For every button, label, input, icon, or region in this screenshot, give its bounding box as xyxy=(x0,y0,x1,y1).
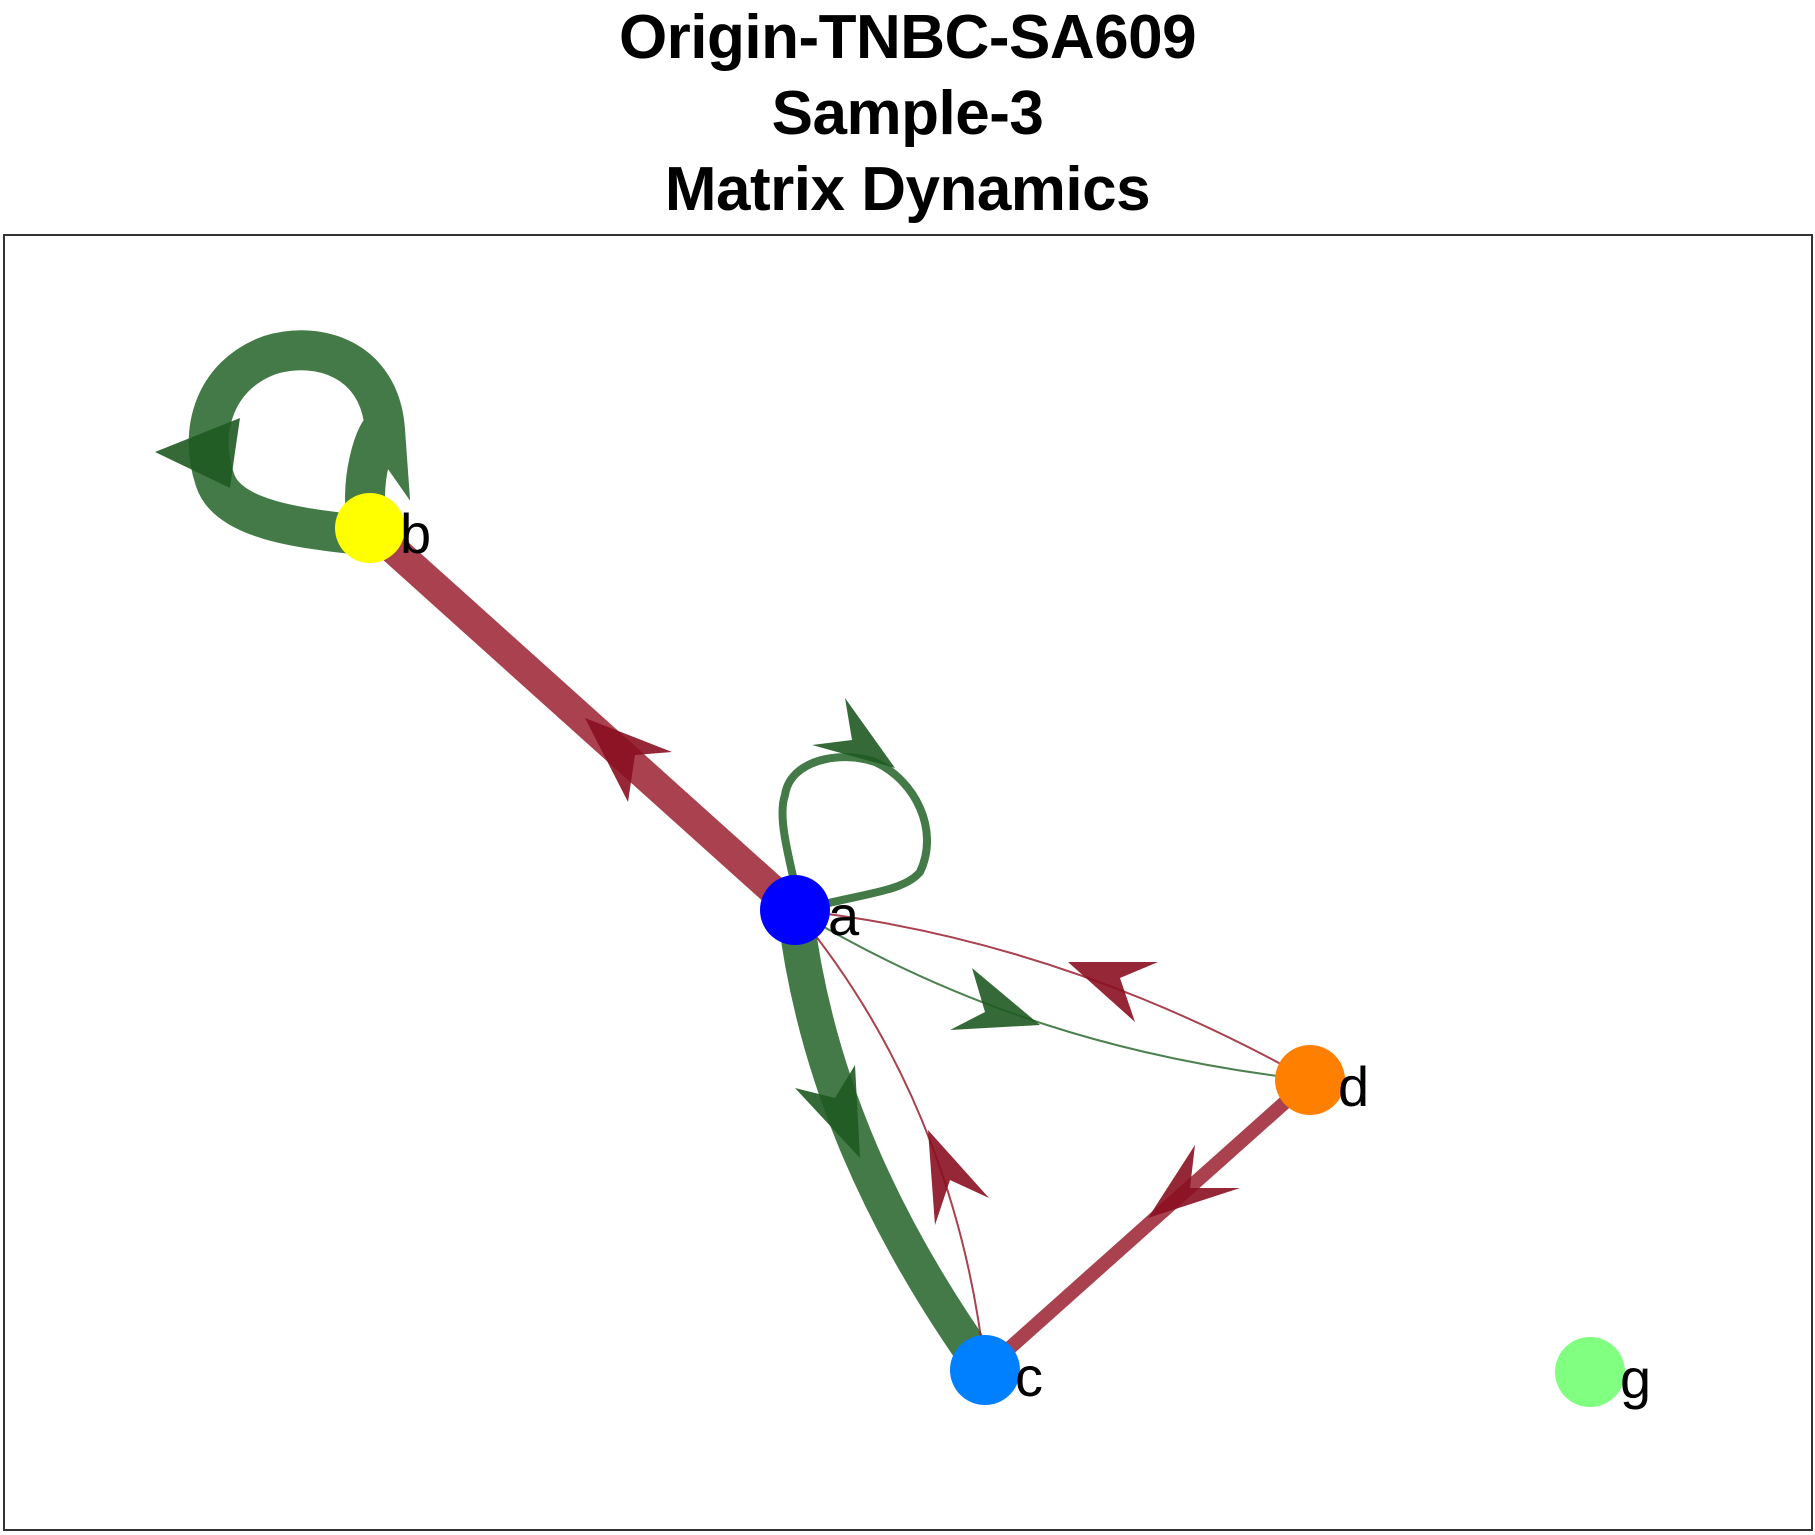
arrow-d-a xyxy=(1068,962,1158,1022)
node-g[interactable] xyxy=(1555,1337,1625,1407)
arrow-b-b xyxy=(155,418,240,488)
node-layer xyxy=(335,493,1625,1407)
label-layer: a b c d g xyxy=(400,502,1651,1410)
edge-b-b xyxy=(188,330,411,555)
node-label-d: d xyxy=(1338,1055,1369,1118)
chart-title: Origin-TNBC-SA609 Sample-3 Matrix Dynami… xyxy=(0,0,1815,228)
edge-a-b xyxy=(359,516,806,922)
edge-layer xyxy=(155,330,1315,1381)
node-label-a: a xyxy=(828,884,860,947)
title-line-1: Origin-TNBC-SA609 xyxy=(618,3,1197,72)
node-a[interactable] xyxy=(760,875,830,945)
node-c[interactable] xyxy=(950,1335,1020,1405)
edge-a-c xyxy=(777,907,1000,1381)
node-label-b: b xyxy=(400,502,431,565)
arrow-a-c xyxy=(795,1065,860,1158)
arrow-a-d xyxy=(950,968,1040,1030)
arrow-a-b xyxy=(585,718,672,802)
edge-d-a xyxy=(794,909,1311,1081)
node-b[interactable] xyxy=(335,493,405,563)
edge-a-d xyxy=(794,909,1311,1081)
arrow-c-a xyxy=(928,1130,989,1225)
arrow-a-a xyxy=(812,698,895,768)
node-d[interactable] xyxy=(1275,1045,1345,1115)
title-line-2: Sample-3 xyxy=(771,79,1044,148)
node-label-g: g xyxy=(1620,1347,1651,1410)
edge-d-c xyxy=(980,1074,1315,1376)
arrow-d-c xyxy=(1148,1145,1240,1218)
plot-frame xyxy=(3,234,1813,1531)
node-label-c: c xyxy=(1015,1345,1043,1408)
title-line-3: Matrix Dynamics xyxy=(664,155,1151,224)
